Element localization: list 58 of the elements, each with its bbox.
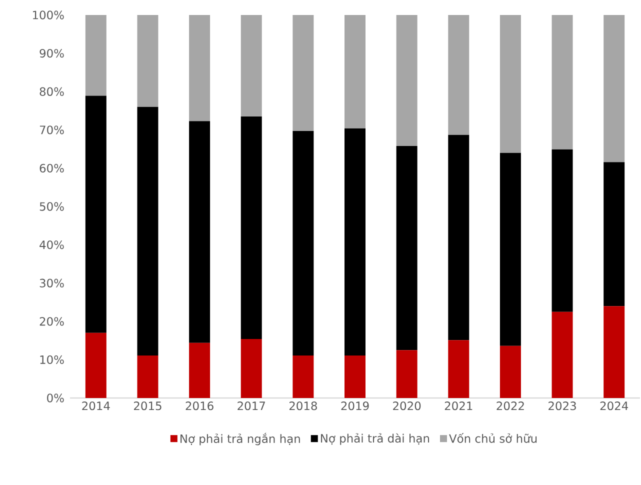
bar: [137, 14, 158, 107]
bar: [240, 339, 262, 398]
bar: [137, 106, 158, 356]
bar: [604, 14, 625, 162]
legend-label: Vốn chủ sở hữu: [449, 433, 537, 443]
bar: [344, 355, 366, 398]
bar: [604, 306, 625, 398]
bar: [448, 134, 470, 340]
bar: [240, 116, 262, 340]
x-tick-label: 2020: [393, 402, 421, 410]
bar: [552, 149, 573, 312]
x-tick-label: 2015: [134, 402, 162, 410]
x-tick-label: 2023: [548, 402, 576, 410]
bar: [448, 340, 470, 398]
legend-label: Nợ phải trả ngắn hạn: [180, 432, 300, 446]
y-tick-label: 10%: [40, 355, 64, 364]
bar: [552, 312, 573, 398]
y-tick-label: 50%: [40, 202, 64, 211]
x-tick-label: 2018: [289, 402, 317, 410]
bar: [552, 14, 573, 150]
bar: [137, 355, 158, 398]
bar: [240, 14, 262, 116]
bar: [85, 332, 106, 398]
y-tick-label: 60%: [40, 164, 64, 173]
y-tick-label: 40%: [40, 240, 64, 250]
bar: [396, 146, 418, 350]
x-tick-label: 2021: [444, 402, 472, 410]
bar: [344, 14, 366, 128]
bar: [292, 131, 314, 356]
bar: [292, 14, 314, 132]
bar: [500, 14, 521, 153]
bar: [189, 14, 210, 122]
legend-label: Nợ phải trả dài hạn: [320, 433, 430, 445]
bar: [85, 14, 106, 96]
y-tick-label: 100%: [32, 10, 64, 20]
x-tick-label: 2019: [341, 402, 369, 410]
x-tick-label: 2022: [496, 402, 524, 410]
x-tick-label: 2014: [82, 402, 110, 410]
x-tick-label: 2016: [186, 402, 214, 410]
bar: [500, 152, 521, 346]
bar: [189, 342, 210, 398]
bar: [500, 346, 521, 398]
y-tick-label: 30%: [40, 278, 64, 288]
x-tick-label: 2024: [600, 402, 628, 410]
bar: [189, 121, 210, 343]
bar: [396, 350, 418, 398]
x-tick-label: 2017: [238, 402, 265, 410]
bar: [448, 14, 470, 135]
y-tick-label: 0%: [47, 394, 64, 402]
bar: [85, 96, 106, 333]
y-tick-label: 70%: [40, 126, 64, 134]
bar: [396, 14, 418, 146]
bar: [344, 128, 366, 356]
y-tick-label: 20%: [40, 317, 64, 326]
bar: [292, 355, 314, 398]
bar: [604, 162, 625, 306]
y-tick-label: 80%: [40, 87, 64, 96]
y-tick-label: 90%: [40, 48, 64, 58]
